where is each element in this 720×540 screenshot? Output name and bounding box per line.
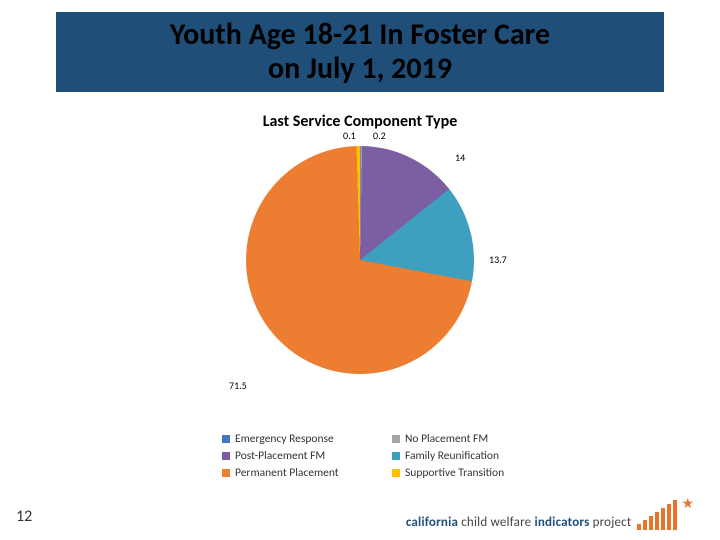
legend-label: Family Reunification: [405, 449, 499, 463]
logo-norm-1: child welfare: [458, 515, 534, 530]
page-number: 12: [16, 507, 32, 526]
logo-bold-1: california: [406, 515, 458, 530]
logo-bold-2: indicators: [534, 515, 589, 530]
legend-row: Emergency Response No Placement FM: [222, 432, 562, 446]
footer-logo-star-icon: ★: [681, 495, 694, 512]
pie-graphic: [245, 145, 475, 375]
legend-row: Permanent Placement Supportive Transition: [222, 466, 562, 480]
pie-value-label: 71.5: [229, 379, 247, 392]
legend-label: Supportive Transition: [405, 466, 504, 480]
title-band: [56, 12, 664, 92]
legend-label: Post-Placement FM: [235, 449, 325, 463]
legend-label: Permanent Placement: [235, 466, 339, 480]
logo-norm-2: project: [589, 515, 631, 530]
pie-value-label: 14: [455, 151, 465, 164]
logo-bar: [649, 516, 653, 530]
legend-item: No Placement FM: [392, 432, 488, 446]
pie-value-label: 0.2: [373, 129, 386, 142]
legend-item: Supportive Transition: [392, 466, 504, 480]
legend-item: Emergency Response: [222, 432, 382, 446]
logo-bar: [637, 524, 641, 530]
pie-chart: 0.10.21413.771.5: [245, 145, 475, 375]
legend-swatch-icon: [222, 452, 230, 460]
logo-bar: [667, 504, 671, 530]
chart-title: Last Service Component Type: [0, 112, 720, 131]
footer-logo-text: california child welfare indicators proj…: [406, 515, 632, 530]
logo-bar: [643, 520, 647, 530]
legend-item: Permanent Placement: [222, 466, 382, 480]
legend-item: Family Reunification: [392, 449, 499, 463]
logo-bar: [661, 508, 665, 530]
legend-label: Emergency Response: [235, 432, 334, 446]
footer-logo: california child welfare indicators proj…: [406, 500, 696, 530]
legend-swatch-icon: [222, 469, 230, 477]
logo-bar: [655, 512, 659, 530]
legend-swatch-icon: [222, 435, 230, 443]
legend-row: Post-Placement FM Family Reunification: [222, 449, 562, 463]
pie-value-label: 0.1: [343, 129, 356, 142]
legend-swatch-icon: [392, 469, 400, 477]
logo-bar: [673, 500, 677, 530]
legend-swatch-icon: [392, 452, 400, 460]
pie-value-label: 13.7: [489, 253, 507, 266]
legend-swatch-icon: [392, 435, 400, 443]
legend-item: Post-Placement FM: [222, 449, 382, 463]
chart-legend: Emergency Response No Placement FM Post-Pl…: [222, 432, 562, 483]
footer-logo-bars-icon: [637, 500, 677, 530]
legend-label: No Placement FM: [405, 432, 488, 446]
